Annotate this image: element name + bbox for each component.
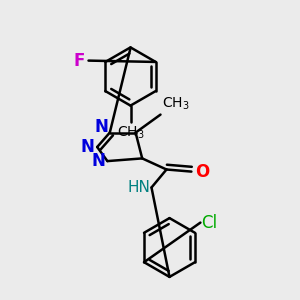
Text: O: O bbox=[195, 163, 209, 181]
Text: N: N bbox=[91, 152, 105, 170]
Text: F: F bbox=[73, 52, 85, 70]
Text: Cl: Cl bbox=[202, 214, 218, 232]
Text: CH$_3$: CH$_3$ bbox=[117, 124, 144, 141]
Text: N: N bbox=[81, 138, 95, 156]
Text: CH$_3$: CH$_3$ bbox=[162, 95, 190, 112]
Text: N: N bbox=[94, 118, 108, 136]
Text: HN: HN bbox=[127, 180, 150, 195]
